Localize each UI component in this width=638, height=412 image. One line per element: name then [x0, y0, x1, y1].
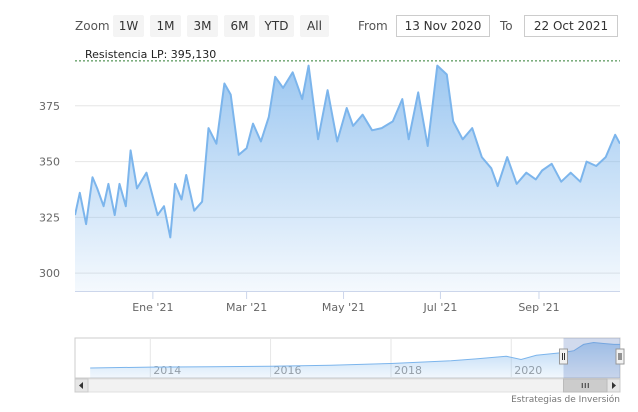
arrow-left-icon	[79, 382, 83, 389]
to-date-input[interactable]: 22 Oct 2021	[524, 15, 618, 37]
navigator-selection	[563, 338, 620, 378]
zoom-label: Zoom	[75, 19, 110, 33]
zoom-ytd-button[interactable]: YTD	[259, 15, 294, 37]
arrow-right-icon	[612, 382, 616, 389]
credits: Estrategias de Inversión	[511, 395, 620, 405]
navigator-handle-right[interactable]	[615, 348, 625, 365]
series-line	[75, 64, 620, 239]
x-tick-label: Jul '21	[423, 301, 458, 314]
zoom-3m-button[interactable]: 3M	[187, 15, 218, 37]
to-label: To	[500, 19, 513, 33]
from-label: From	[358, 19, 388, 33]
zoom-6m-button[interactable]: 6M	[224, 15, 255, 37]
from-date-input[interactable]: 13 Nov 2020	[396, 15, 490, 37]
y-tick-label: 350	[39, 156, 60, 169]
navigator-line	[90, 341, 620, 369]
scrollbar-track[interactable]	[74, 378, 621, 393]
y-tick-label: 375	[39, 100, 60, 113]
x-tick-label: May '21	[322, 301, 365, 314]
y-tick-label: 325	[39, 211, 60, 224]
resistance-label: Resistencia LP: 395,130	[85, 48, 216, 61]
zoom-1m-button[interactable]: 1M	[150, 15, 181, 37]
x-tick-label: Mar '21	[226, 301, 267, 314]
x-tick-label: Sep '21	[518, 301, 559, 314]
y-tick-label: 300	[39, 267, 60, 280]
navigator-handle-left[interactable]	[558, 348, 568, 365]
navigator-area	[90, 342, 620, 378]
zoom-all-button[interactable]: All	[300, 15, 329, 37]
x-tick-label: Ene '21	[132, 301, 173, 314]
series-area	[75, 65, 620, 291]
zoom-1w-button[interactable]: 1W	[113, 15, 144, 37]
